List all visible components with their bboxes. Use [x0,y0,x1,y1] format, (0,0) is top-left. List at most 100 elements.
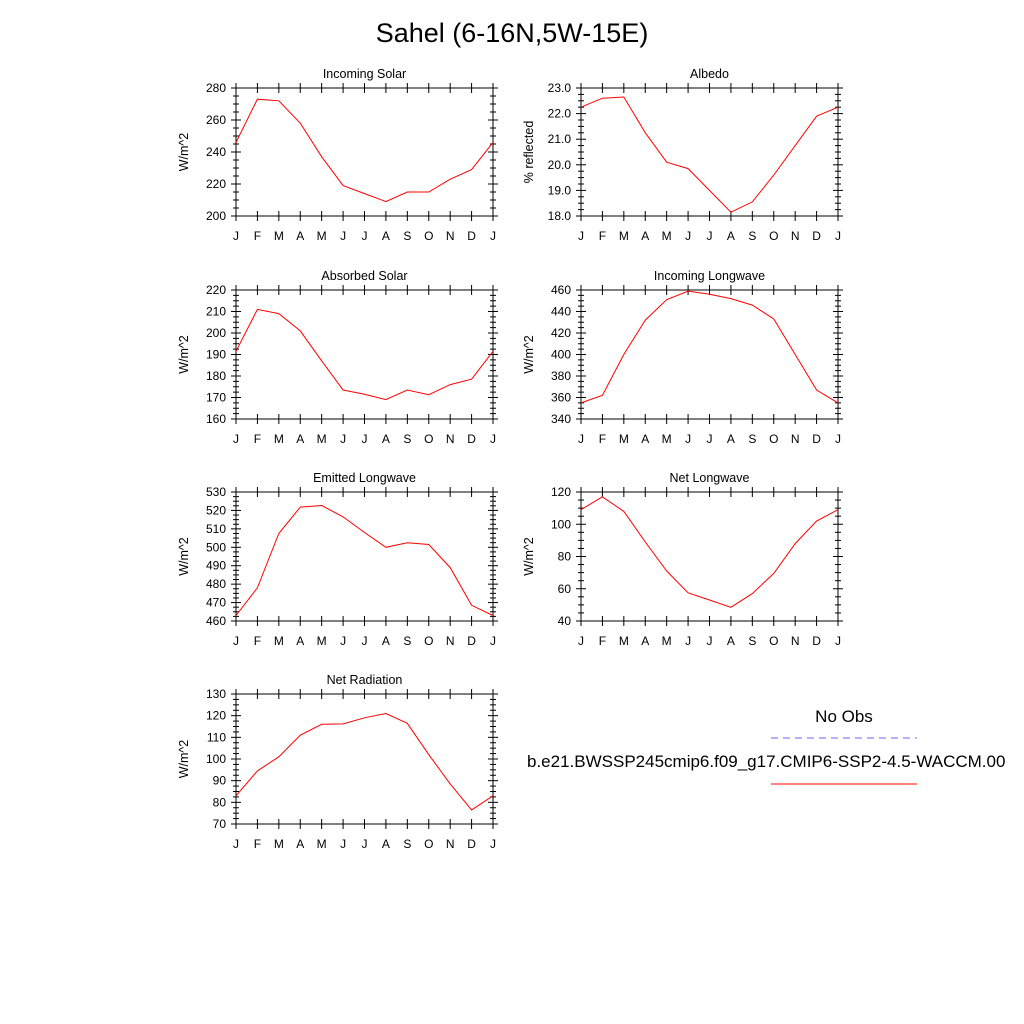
y-tick-label: 20.0 [548,158,572,172]
y-tick-label: 21.0 [548,132,572,146]
legend: No Obs b.e21.BWSSP245cmip6.f09_g17.CMIP6… [527,707,1005,785]
x-tick-label: O [769,432,778,446]
x-tick-label: A [641,432,649,446]
x-tick-label: J [233,432,239,446]
x-tick-label: J [707,432,713,446]
y-tick-label: 100 [206,752,226,766]
y-tick-label: 90 [213,774,227,788]
x-tick-label: M [619,432,629,446]
y-tick-label: 100 [551,517,571,531]
x-tick-label: A [382,837,390,851]
x-tick-label: D [812,432,821,446]
y-tick-label: 80 [558,550,572,564]
y-tick-label: 200 [206,209,226,223]
x-tick-label: J [340,229,346,243]
x-tick-label: S [403,432,411,446]
x-tick-label: A [641,634,649,648]
x-tick-label: J [233,229,239,243]
x-tick-label: M [274,837,284,851]
x-tick-label: J [578,229,584,243]
y-tick-label: 200 [206,326,226,340]
x-tick-label: J [835,229,841,243]
x-tick-label: J [490,432,496,446]
x-tick-label: N [791,432,800,446]
x-tick-label: J [233,634,239,648]
x-tick-label: D [467,229,476,243]
x-tick-label: A [382,432,390,446]
x-tick-label: N [791,229,800,243]
y-axis-label: W/m^2 [177,740,191,779]
x-tick-label: J [490,837,496,851]
x-tick-label: J [340,634,346,648]
x-tick-label: J [362,634,368,648]
x-tick-label: D [467,634,476,648]
legend-obs-label: No Obs [815,707,873,726]
x-tick-label: A [382,634,390,648]
plot-frame [580,87,839,217]
x-tick-label: A [382,229,390,243]
x-tick-label: O [769,634,778,648]
x-tick-label: M [662,432,672,446]
x-tick-label: M [619,229,629,243]
x-tick-label: O [769,229,778,243]
x-tick-label: S [748,634,756,648]
x-tick-label: D [812,229,821,243]
y-tick-label: 470 [206,596,226,610]
series-line [235,98,494,203]
x-tick-label: F [254,432,261,446]
y-tick-label: 220 [206,177,226,191]
plot-frame [580,289,839,420]
x-tick-label: M [317,229,327,243]
x-tick-label: O [424,837,433,851]
series-line [580,496,839,608]
x-tick-label: M [662,229,672,243]
x-tick-label: D [812,634,821,648]
x-tick-label: M [274,432,284,446]
y-tick-label: 170 [206,391,226,405]
x-tick-label: A [296,634,304,648]
plot-frame [235,289,494,420]
y-tick-label: 210 [206,305,226,319]
y-tick-label: 510 [206,522,226,536]
x-tick-label: J [340,837,346,851]
x-tick-label: S [403,634,411,648]
y-tick-label: 60 [558,582,572,596]
y-tick-label: 440 [551,305,571,319]
x-tick-label: F [599,432,606,446]
y-tick-label: 22.0 [548,107,572,121]
y-axis-label: W/m^2 [177,133,191,172]
y-axis-label: W/m^2 [177,335,191,374]
chart-title: Net Longwave [670,471,750,485]
x-tick-label: F [254,837,261,851]
x-tick-label: J [362,229,368,243]
x-tick-label: D [467,837,476,851]
x-tick-label: N [446,229,455,243]
y-tick-label: 280 [206,81,226,95]
y-tick-label: 120 [206,709,226,723]
y-tick-label: 40 [558,614,572,628]
x-tick-label: S [403,837,411,851]
x-tick-label: J [835,432,841,446]
plot-frame [235,491,494,622]
x-tick-label: J [685,634,691,648]
x-tick-label: J [362,432,368,446]
y-tick-label: 530 [206,485,226,499]
y-tick-label: 420 [551,326,571,340]
y-tick-label: 19.0 [548,183,572,197]
plot-frame [580,491,839,622]
x-tick-label: M [317,634,327,648]
y-tick-label: 260 [206,113,226,127]
chart-title: Net Radiation [327,673,403,687]
x-tick-label: M [274,634,284,648]
series-line [235,308,494,401]
chart-title: Emitted Longwave [313,471,416,485]
legend-model-label: b.e21.BWSSP245cmip6.f09_g17.CMIP6-SSP2-4… [527,752,1005,771]
y-tick-label: 110 [207,730,226,744]
x-tick-label: O [424,432,433,446]
x-tick-label: M [662,634,672,648]
y-axis-label: W/m^2 [522,335,536,374]
